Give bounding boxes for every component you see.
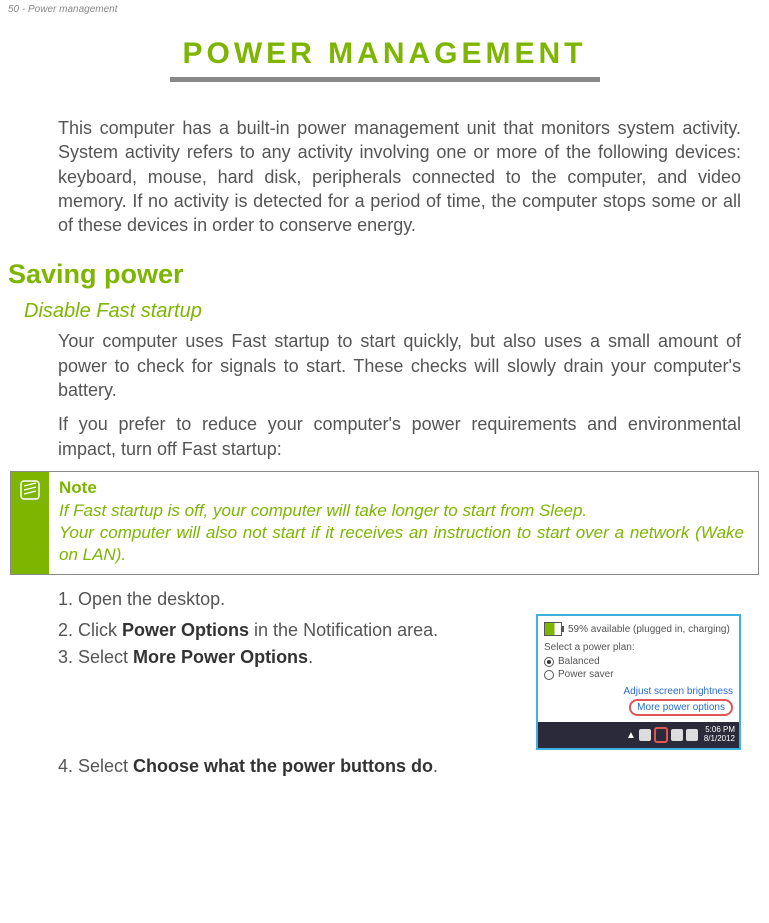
- tray-chevron-icon[interactable]: ▲: [626, 730, 636, 741]
- step-2-bold: Power Options: [122, 620, 249, 640]
- taskbar-clock[interactable]: 5:06 PM 8/1/2012: [704, 726, 735, 744]
- subsection-p1: Your computer uses Fast startup to start…: [58, 329, 741, 402]
- title-underline: [170, 77, 600, 82]
- step-2-post: in the Notification area.: [249, 620, 438, 640]
- step-3-bold: More Power Options: [133, 647, 308, 667]
- subsection-p2: If you prefer to reduce your computer's …: [58, 412, 741, 461]
- page-title: POWER MANAGEMENT: [0, 37, 769, 71]
- step-3-post: .: [308, 647, 313, 667]
- subsection-title: Disable Fast startup: [24, 300, 769, 323]
- plan-balanced-row[interactable]: Balanced: [544, 656, 733, 667]
- intro-paragraph: This computer has a built-in power manag…: [58, 116, 741, 237]
- taskbar: ▲ 5:06 PM 8/1/2012: [536, 722, 741, 750]
- step-2-pre: 2. Click: [58, 620, 122, 640]
- step-2: 2. Click Power Options in the Notificati…: [58, 620, 508, 641]
- plan-balanced-label: Balanced: [558, 656, 600, 667]
- popup-select-label: Select a power plan:: [544, 642, 733, 653]
- step-4-post: .: [433, 756, 438, 776]
- section-title: Saving power: [8, 259, 769, 290]
- popup-status-row: 59% available (plugged in, charging): [544, 622, 733, 636]
- battery-icon: [544, 622, 562, 636]
- plan-powersaver-row[interactable]: Power saver: [544, 669, 733, 680]
- note-icon: [18, 478, 42, 502]
- step-4-pre: 4. Select: [58, 756, 133, 776]
- step-3-pre: 3. Select: [58, 647, 133, 667]
- tray-volume-icon[interactable]: [686, 729, 698, 741]
- tray-icons: ▲: [626, 727, 698, 743]
- note-icon-wrap: [11, 472, 49, 574]
- step-4: 4. Select Choose what the power buttons …: [58, 756, 741, 777]
- plan-powersaver-label: Power saver: [558, 669, 614, 680]
- note-line1: If Fast startup is off, your computer wi…: [59, 500, 744, 522]
- more-power-options-link[interactable]: More power options: [629, 699, 733, 716]
- note-line2: Your computer will also not start if it …: [59, 522, 744, 566]
- note-box: Note If Fast startup is off, your comput…: [10, 471, 759, 575]
- step-1: 1. Open the desktop.: [58, 589, 741, 610]
- power-options-popup-screenshot: 59% available (plugged in, charging) Sel…: [536, 614, 741, 750]
- page-header: 50 - Power management: [0, 0, 769, 19]
- note-title: Note: [59, 478, 744, 498]
- clock-date: 8/1/2012: [704, 735, 735, 744]
- tray-network-icon[interactable]: [671, 729, 683, 741]
- note-content: Note If Fast startup is off, your comput…: [49, 472, 758, 574]
- step-4-bold: Choose what the power buttons do: [133, 756, 433, 776]
- radio-icon[interactable]: [544, 670, 554, 680]
- tray-battery-icon[interactable]: [654, 727, 668, 743]
- tray-flag-icon[interactable]: [639, 729, 651, 741]
- popup-status-text: 59% available (plugged in, charging): [568, 624, 730, 635]
- adjust-brightness-link[interactable]: Adjust screen brightness: [544, 686, 733, 697]
- step-3: 3. Select More Power Options.: [58, 647, 508, 668]
- radio-selected-icon[interactable]: [544, 657, 554, 667]
- power-popup: 59% available (plugged in, charging) Sel…: [536, 614, 741, 724]
